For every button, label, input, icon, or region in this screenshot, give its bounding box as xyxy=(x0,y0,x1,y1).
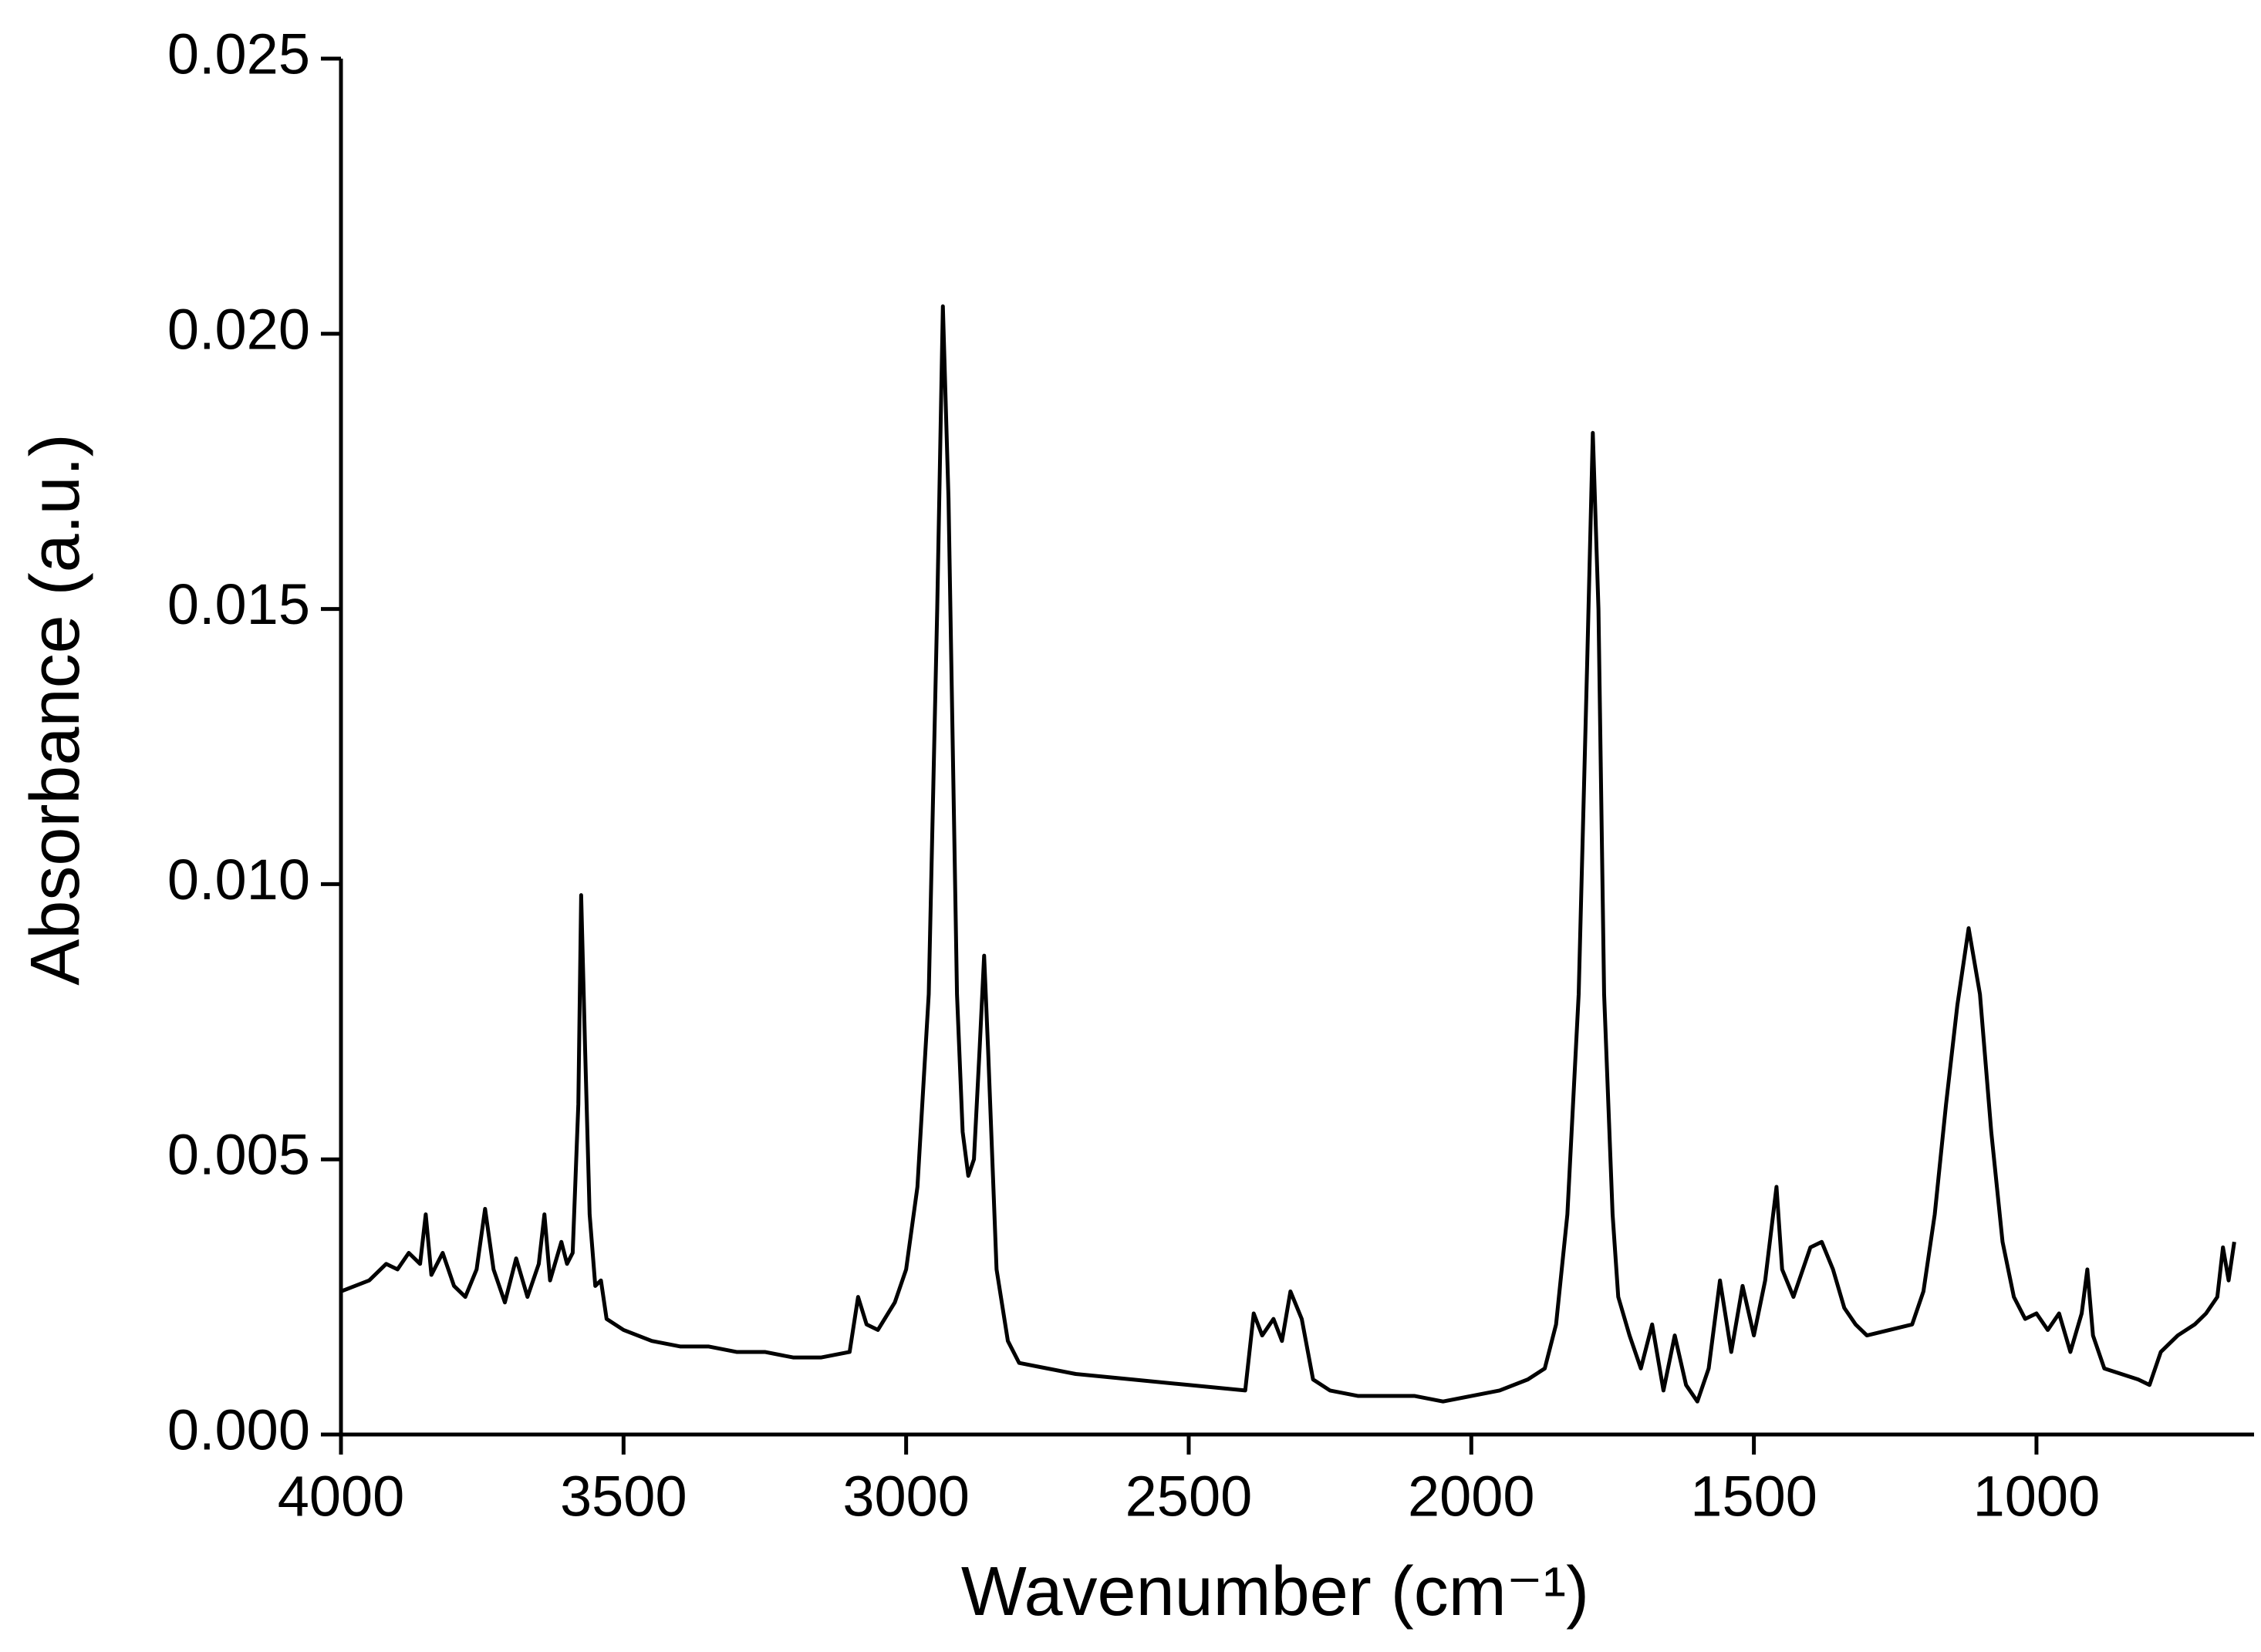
y-tick-label: 0.000 xyxy=(167,1398,310,1462)
x-tick-label: 3500 xyxy=(560,1465,687,1529)
x-tick-label: 1000 xyxy=(1973,1465,2101,1529)
y-tick-label: 0.010 xyxy=(167,848,310,912)
x-tick-label: 1500 xyxy=(1690,1465,1817,1529)
x-tick-label: 3000 xyxy=(842,1465,970,1529)
x-axis-title: Wavenumber (cm⁻¹) xyxy=(961,1553,1589,1630)
y-tick-label: 0.025 xyxy=(167,22,310,86)
y-tick-label: 0.015 xyxy=(167,572,310,636)
y-tick-label: 0.020 xyxy=(167,297,310,361)
x-tick-label: 4000 xyxy=(278,1465,405,1529)
y-axis-title: Absorbance (a.u.) xyxy=(17,433,94,985)
y-tick-label: 0.005 xyxy=(167,1123,310,1187)
x-tick-label: 2000 xyxy=(1408,1465,1535,1529)
x-tick-label: 2500 xyxy=(1125,1465,1253,1529)
spectrum-line xyxy=(340,304,2236,1404)
